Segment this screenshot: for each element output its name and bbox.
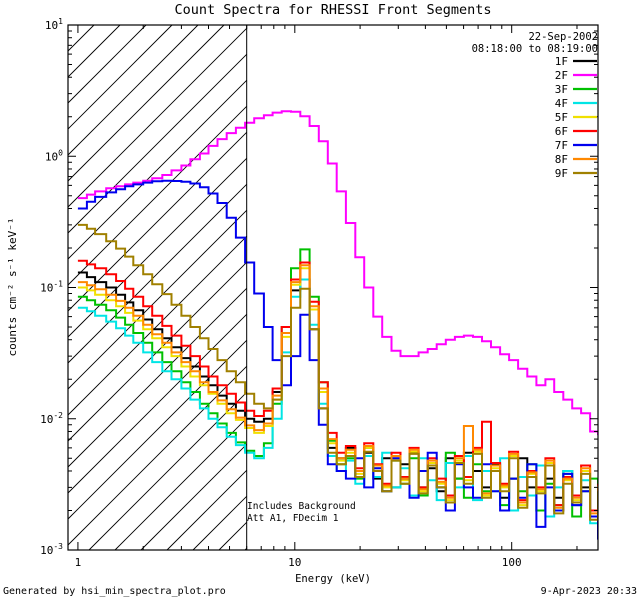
spectra-series-lines [77,110,598,540]
legend-entry-8F: 8F [555,153,597,166]
legend-label-3F: 3F [555,83,568,96]
footer-generated-by: Generated by hsi_min_spectra_plot.pro [3,586,226,597]
series-7F [77,179,598,540]
legend-entry-5F: 5F [555,111,597,124]
legend-label-9F: 9F [555,167,568,180]
tick-labels: 1 10 100 10-3 10-2 10-1 100 101 [40,17,522,569]
series-9F [77,223,598,521]
legend-label-4F: 4F [555,97,568,110]
legend-label-7F: 7F [555,139,568,152]
legend-entry-6F: 6F [555,125,597,138]
chart-title: Count Spectra for RHESSI Front Segments [175,2,492,18]
annotation-includes-background: Includes Background [247,501,356,512]
y-tick-label-10^-3: 10-3 [40,542,63,557]
legend-entry-4F: 4F [555,97,597,110]
series-6F [77,259,598,512]
y-tick-label-10^-2: 10-2 [40,411,63,426]
x-tick-label-100: 100 [502,556,522,569]
series-1F [77,271,598,518]
footer-timestamp: 9-Apr-2023 20:33 [541,586,637,597]
x-axis-label: Energy (keV) [295,573,371,585]
legend-entry-3F: 3F [555,83,597,96]
annotation-attenuator-state: Att A1, FDecim 1 [247,513,339,524]
legend-entry-1F: 1F [555,55,597,68]
axes-and-ticks [67,24,599,551]
legend-label-1F: 1F [555,55,568,68]
y-tick-label-10^1: 101 [45,17,63,32]
series-2F [77,110,598,436]
y-tick-label-10^-1: 10-1 [40,280,63,295]
observation-date: 22-Sep-2002 [528,31,598,43]
y-tick-label-10^0: 100 [45,148,63,163]
series-5F [77,267,598,518]
y-axis-label: counts cm⁻² s⁻¹ keV⁻¹ [6,217,19,356]
legend-entry-9F: 9F [555,167,597,180]
observation-time-range: 08:18:00 to 08:19:00 [472,43,598,55]
legend-label-8F: 8F [555,153,568,166]
x-tick-label-10: 10 [288,556,301,569]
legend-entry-2F: 2F [555,69,597,82]
legend-entry-7F: 7F [555,139,597,152]
x-tick-label-1: 1 [75,556,82,569]
legend-label-2F: 2F [555,69,568,82]
legend-label-6F: 6F [555,125,568,138]
legend-label-5F: 5F [555,111,568,124]
